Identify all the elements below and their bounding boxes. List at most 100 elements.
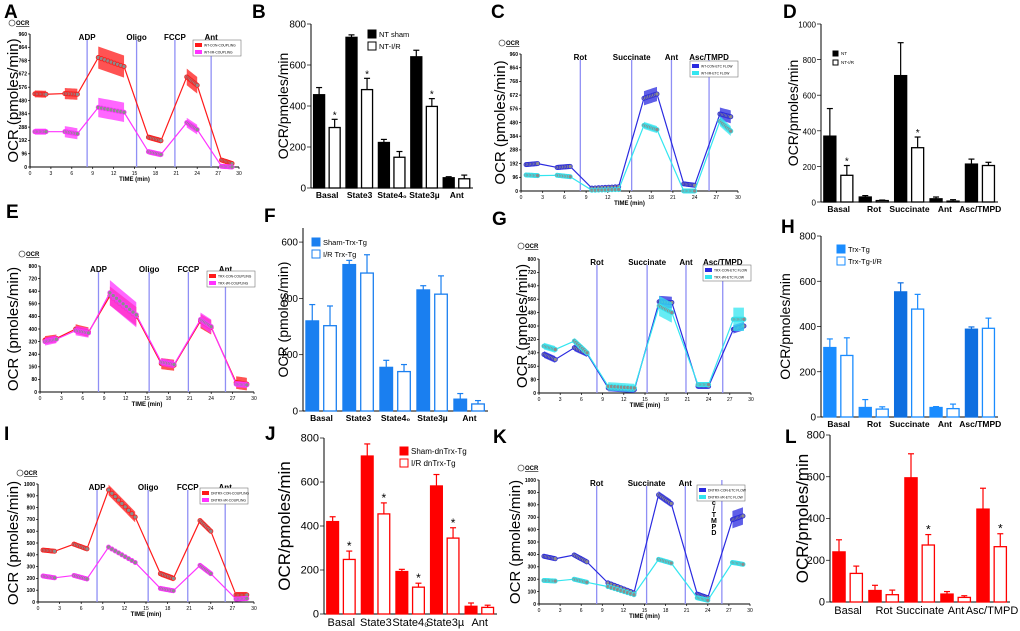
category-label: Basal [310, 413, 333, 423]
bar [976, 508, 990, 603]
y-tick-label: 100 [528, 589, 537, 595]
y-tick-label: 200 [289, 143, 306, 154]
x-tick-label: 15 [642, 608, 648, 614]
x-tick-label: 9 [101, 606, 104, 612]
significance-star: * [365, 69, 369, 80]
ocr-tag: OCR [525, 466, 539, 472]
y-tick-label: 800 [29, 264, 38, 270]
category-label: Basal [316, 190, 339, 200]
y-tick-label: 0 [313, 609, 319, 621]
y-axis-label: OCR (pmoles/min) [275, 262, 291, 378]
bar [858, 196, 872, 203]
legend: TRX-CON-ETC FLOW TRX-I/R-ETC FLOW [702, 264, 752, 282]
data-point [740, 561, 746, 567]
panel-b: B 0 200 400 600 800 OCR/pmoles/min Basal * State3… [252, 2, 473, 200]
y-tick-label: 100 [27, 588, 36, 594]
x-tick-label: 3 [58, 606, 61, 612]
category-label: Ant [462, 413, 476, 423]
bar [940, 593, 954, 603]
y-tick-label: 480 [528, 310, 537, 316]
legend-label: Sham-dnTrx-Tg [411, 447, 467, 456]
bar [964, 163, 979, 203]
data-point [110, 293, 116, 299]
bar [410, 56, 423, 189]
x-tick-label: 6 [80, 606, 83, 612]
y-tick-label: 288 [510, 148, 519, 154]
series-line [543, 305, 744, 389]
data-point [194, 127, 200, 133]
y-tick-label: 576 [19, 85, 28, 91]
ocr-circle-icon [8, 19, 16, 27]
series-1 [40, 544, 250, 602]
y-tick-label: 200 [803, 163, 817, 172]
y-axis-label: OCR (pmoles/min) [514, 264, 531, 388]
data-point [129, 511, 135, 517]
x-tick-label: 18 [166, 396, 172, 402]
series-0 [541, 295, 747, 393]
series-line [526, 120, 732, 192]
significance-star: * [926, 523, 931, 537]
bar [849, 572, 864, 603]
legend-swatch [195, 50, 202, 54]
y-tick-label: 600 [807, 471, 825, 483]
bar [312, 94, 326, 189]
data-point [43, 91, 49, 97]
x-tick-label: 21 [684, 608, 690, 614]
y-tick-label: 600 [301, 477, 319, 489]
panel-h: H 0 200 400 600 800 OCR/pmoles/min Basal Rot Succ… [777, 217, 1001, 429]
legend-box [199, 487, 249, 505]
data-point [567, 163, 573, 169]
legend-swatch [692, 71, 699, 75]
y-tick-label: 900 [528, 490, 537, 496]
x-tick-label: 18 [648, 195, 654, 201]
x-axis-label: TIME (min) [630, 403, 661, 409]
y-tick-label: 240 [29, 352, 38, 358]
bar [377, 513, 391, 615]
y-tick-label: 768 [510, 79, 519, 85]
data-point [52, 548, 58, 554]
x-tick-label: 0 [538, 608, 541, 614]
data-point [121, 64, 127, 70]
legend-label: Trx-Tg-I/R [848, 257, 882, 266]
y-tick-label: 864 [510, 66, 519, 72]
data-point [43, 129, 49, 135]
data-point [114, 295, 120, 301]
bar [893, 74, 908, 203]
y-tick-label: 700 [27, 517, 36, 523]
y-tick-label: 200 [528, 577, 537, 583]
data-point [121, 109, 127, 115]
category-label: State3µ [426, 617, 465, 629]
y-axis-label: OCR (pmoles/min) [5, 481, 22, 605]
legend-label: WT-I/R-ETC FLOW [701, 72, 730, 76]
injection-label: Rot [590, 479, 604, 488]
bar [910, 147, 925, 203]
category-label: Basal [827, 204, 850, 214]
category-label: State3 [360, 617, 392, 629]
legend-label: NT sham [379, 30, 409, 39]
injection-label: Succinate [613, 53, 651, 62]
series-1 [42, 280, 250, 389]
bar [840, 174, 854, 203]
panel-l: L 0 200 400 600 800 OCR/pmoles/min Basal Rot Succ… [785, 427, 1018, 617]
x-tick-label: 12 [122, 606, 128, 612]
x-tick-label: 9 [103, 396, 106, 402]
bar [840, 354, 854, 418]
data-point [631, 592, 637, 598]
legend-swatch [209, 281, 216, 285]
y-tick-label: 800 [807, 430, 825, 442]
data-point [631, 385, 637, 391]
data-point [567, 174, 573, 180]
y-tick-label: 200 [799, 367, 816, 378]
data-point [120, 301, 126, 307]
data-point [706, 382, 712, 388]
x-tick-label: 18 [165, 606, 171, 612]
data-point [170, 575, 176, 581]
y-tick-label: 800 [289, 20, 306, 31]
injection-label: Rot [590, 258, 604, 267]
y-tick-label: 240 [528, 351, 537, 357]
category-label: Rot [867, 204, 881, 214]
series-0 [40, 484, 250, 598]
bar [993, 546, 1008, 603]
y-axis-label: OCR/pmoles/min [785, 60, 801, 167]
